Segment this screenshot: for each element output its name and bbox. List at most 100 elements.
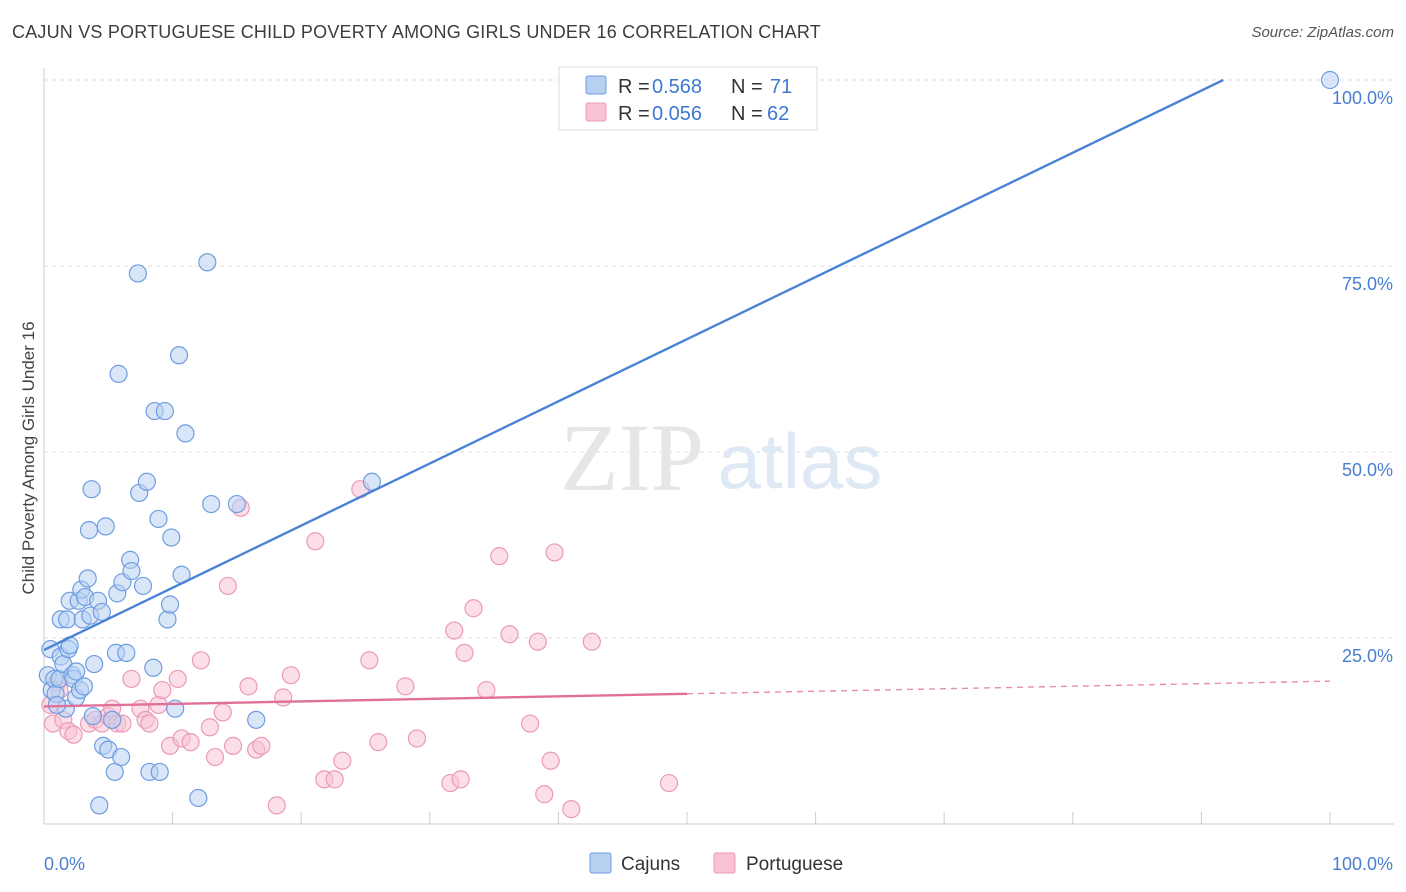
cajuns-point-69 <box>1320 70 1340 90</box>
cajuns-point-17 <box>67 662 86 681</box>
watermark-atlas: atlas <box>718 417 883 505</box>
cajuns-point-43 <box>117 643 136 662</box>
portuguese-point-57 <box>541 751 560 770</box>
portuguese-point-29 <box>223 736 243 755</box>
bottom-legend-swatch-cajuns <box>589 852 612 874</box>
portuguese-point-54 <box>521 714 540 733</box>
portuguese-point-49 <box>455 643 474 662</box>
trend-lines <box>43 78 1331 708</box>
portuguese-point-24 <box>191 651 210 670</box>
cajuns-point-51 <box>144 658 163 677</box>
portuguese-point-55 <box>528 632 547 651</box>
portuguese-point-37 <box>306 532 325 551</box>
portuguese-point-27 <box>213 703 232 722</box>
cajuns-point-40 <box>109 364 128 383</box>
legend-n-value-portuguese: 62 <box>767 103 789 125</box>
x-tick-label-max: 100.0% <box>1332 854 1393 874</box>
cajuns-point-41 <box>112 747 131 767</box>
portuguese-point-60 <box>582 632 601 651</box>
y-tick-labels: 25.0% 50.0% 75.0% 100.0% <box>1332 88 1393 666</box>
legend-r-label-portuguese: R = <box>618 103 650 125</box>
cajuns-point-67 <box>247 710 266 729</box>
cajuns-point-27 <box>82 480 101 499</box>
portuguese-point-51 <box>477 680 496 700</box>
legend: R = 0.568 N = 71 R = 0.056 N = 62 <box>558 66 818 131</box>
cajuns-point-53 <box>149 509 168 529</box>
cajuns-point-54 <box>150 762 169 782</box>
cajuns-point-58 <box>162 528 181 547</box>
portuguese-point-61 <box>659 773 679 793</box>
cajuns-point-46 <box>128 264 147 283</box>
portuguese-point-40 <box>333 751 352 770</box>
cajuns-point-57 <box>160 595 180 614</box>
cajuns-point-55 <box>155 401 174 421</box>
cajuns-point-56 <box>158 610 177 629</box>
portuguese-trend-extension <box>686 680 1331 695</box>
cajuns-trend-line <box>43 78 1224 651</box>
cajuns-point-65 <box>202 494 221 514</box>
legend-r-value-cajuns: 0.568 <box>652 76 702 98</box>
bottom-legend-label-portuguese: Portuguese <box>746 854 843 875</box>
y-axis-label: Child Poverty Among Girls Under 16 <box>19 321 38 594</box>
axes <box>43 68 1394 825</box>
x-tick-label-min: 0.0% <box>44 854 85 874</box>
cajuns-point-34 <box>96 517 115 536</box>
watermark: ZIP atlas <box>560 404 882 511</box>
cajuns-point-29 <box>85 654 104 674</box>
cajuns-point-32 <box>92 602 111 622</box>
portuguese-point-33 <box>252 736 271 755</box>
legend-n-value-cajuns: 71 <box>770 76 792 98</box>
portuguese-point-58 <box>545 543 564 562</box>
cajuns-point-63 <box>189 788 208 808</box>
portuguese-point-45 <box>407 729 427 748</box>
cajuns-point-49 <box>137 472 156 491</box>
portuguese-point-56 <box>535 785 554 804</box>
cajuns-point-25 <box>79 521 99 540</box>
legend-swatch-portuguese <box>585 102 607 122</box>
portuguese-point-17 <box>140 714 159 733</box>
legend-r-label-cajuns: R = <box>618 76 650 98</box>
cajuns-point-48 <box>133 576 153 596</box>
bottom-legend: Cajuns Portuguese <box>589 852 843 875</box>
portuguese-point-25 <box>200 718 219 737</box>
portuguese-point-26 <box>205 747 225 767</box>
portuguese-point-52 <box>490 547 509 566</box>
legend-swatch-cajuns <box>585 75 607 95</box>
x-tick-labels: 0.0% 100.0% <box>44 854 1393 874</box>
y-tick-label-25: 25.0% <box>1342 646 1393 666</box>
cajuns-point-36 <box>103 710 122 729</box>
x-ticks <box>172 812 1331 824</box>
portuguese-point-35 <box>274 688 293 707</box>
portuguese-point-39 <box>325 770 344 789</box>
portuguese-point-43 <box>369 733 388 752</box>
portuguese-points <box>41 480 679 819</box>
portuguese-point-28 <box>218 576 237 596</box>
svg-text:R =: R = <box>618 76 650 98</box>
bottom-legend-label-cajuns: Cajuns <box>621 854 680 875</box>
portuguese-point-14 <box>122 669 141 689</box>
portuguese-point-50 <box>464 599 483 618</box>
portuguese-trend-line <box>43 692 688 708</box>
portuguese-point-23 <box>181 733 200 752</box>
legend-n-label-portuguese: N = <box>731 103 763 125</box>
cajuns-point-62 <box>176 424 195 443</box>
y-tick-label-50: 50.0% <box>1342 460 1393 480</box>
portuguese-point-34 <box>267 796 286 815</box>
watermark-zip: ZIP <box>560 404 704 511</box>
y-tick-label-75: 75.0% <box>1342 274 1393 294</box>
portuguese-point-31 <box>239 677 258 696</box>
portuguese-point-42 <box>360 651 379 670</box>
portuguese-point-36 <box>281 666 301 685</box>
chart-title: CAJUN VS PORTUGUESE CHILD POVERTY AMONG … <box>12 22 821 42</box>
y-tick-label-100: 100.0% <box>1332 88 1393 108</box>
cajuns-point-60 <box>169 346 189 365</box>
cajuns-point-31 <box>90 796 109 815</box>
portuguese-point-53 <box>500 625 519 644</box>
portuguese-point-21 <box>168 669 187 689</box>
portuguese-point-48 <box>451 770 470 789</box>
legend-n-label-cajuns: N = <box>731 76 763 98</box>
cajuns-point-22 <box>74 677 93 696</box>
cajuns-point-24 <box>78 569 97 588</box>
gridlines <box>44 79 1394 639</box>
